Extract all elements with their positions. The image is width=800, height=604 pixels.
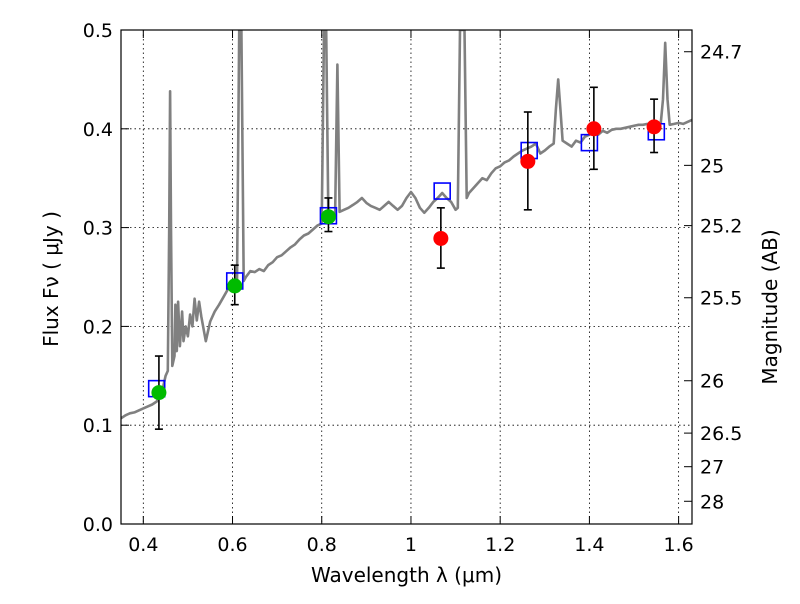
- x-tick-label: 0.6: [217, 534, 247, 556]
- green-point: [151, 385, 167, 401]
- green-point: [320, 209, 336, 225]
- red-point: [520, 153, 536, 169]
- ticks-layer: 0.4 0.6 0.8 1 1.2 1.4 1.6 0.0 0.1 0.2 0.3 0.4 0.5 24.…: [83, 20, 743, 556]
- red-point: [646, 119, 662, 135]
- grid: [121, 29, 692, 525]
- red-point: [433, 230, 449, 246]
- red-point: [586, 121, 602, 137]
- y2-tick-label: 27: [700, 457, 724, 479]
- y2-tick-label: 26.5: [700, 423, 742, 445]
- y2-tick-label: 28: [700, 491, 724, 513]
- y2-tick-label: 25.5: [700, 288, 742, 310]
- x-tick-label: 1.4: [574, 534, 604, 556]
- spectrum-line: [121, 30, 692, 420]
- y2-axis-title: Magnitude (AB): [758, 229, 782, 384]
- y-tick-label: 0.5: [83, 20, 113, 42]
- y-tick-label: 0.4: [83, 119, 113, 141]
- green-point: [227, 278, 243, 294]
- y2-tick-label: 25.2: [700, 216, 742, 238]
- y-axis-title: Flux Fν ( μJy ): [39, 211, 63, 347]
- model-boxes-layer: [147, 122, 666, 398]
- points-layer: [151, 119, 662, 401]
- x-tick-label: 0.4: [128, 534, 158, 556]
- y2-tick-label: 25: [700, 155, 724, 177]
- x-axis-title: Wavelength λ (μm): [311, 563, 502, 587]
- model-box: [433, 182, 451, 200]
- y-tick-label: 0.3: [83, 218, 113, 240]
- x-tick-label: 1: [405, 534, 417, 556]
- spectrum-layer: [121, 30, 692, 420]
- y2-tick-label: 26: [700, 371, 724, 393]
- y2-tick-label: 24.7: [700, 42, 742, 64]
- y-tick-label: 0.0: [83, 514, 113, 536]
- x-tick-label: 1.2: [485, 534, 515, 556]
- y-tick-label: 0.1: [83, 415, 113, 437]
- x-tick-label: 0.8: [307, 534, 337, 556]
- x-tick-label: 1.6: [664, 534, 694, 556]
- y-tick-label: 0.2: [83, 316, 113, 338]
- plot-frame: [120, 29, 693, 525]
